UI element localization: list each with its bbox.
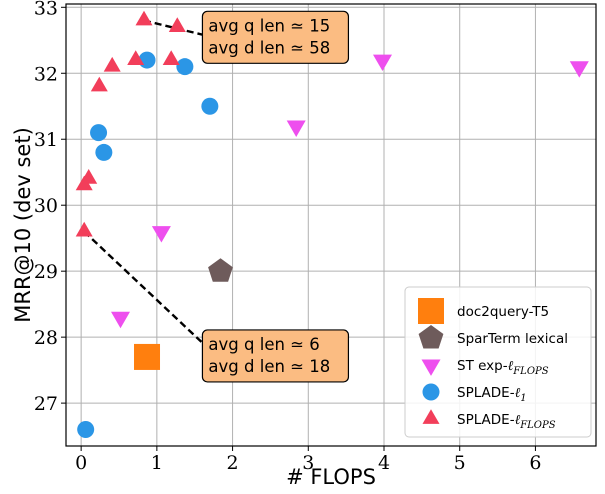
x-tick-label: 1 (151, 452, 163, 474)
y-tick-label: 32 (34, 63, 58, 85)
data-point (373, 54, 392, 71)
annotation-boxes: avg q len ≃ 15 avg d len ≃ 58 avg q len ≃ … (201, 10, 350, 383)
data-point (90, 76, 108, 92)
legend-box (404, 286, 592, 438)
data-point (134, 343, 161, 370)
y-tick-label: 31 (34, 129, 58, 151)
data-point (176, 58, 194, 76)
data-point (135, 10, 153, 26)
y-tick-label: 27 (34, 393, 58, 415)
data-point (95, 143, 113, 161)
data-point (151, 226, 171, 243)
annotation-box (201, 10, 350, 64)
data-point (77, 421, 95, 439)
data-point (201, 97, 219, 115)
x-tick-label: 2 (227, 452, 239, 474)
data-point (90, 124, 108, 142)
x-axis-ticks: 0 1 2 3 4 5 6 (75, 446, 541, 474)
data-point (208, 258, 233, 282)
y-tick-label: 30 (34, 195, 58, 217)
y-tick-label: 29 (34, 261, 58, 283)
annotation-text: avg q len ≃ 6 (208, 335, 319, 354)
legend-marker (418, 298, 444, 324)
y-tick-label: 28 (34, 327, 58, 349)
data-point (127, 50, 145, 65)
data-point (168, 17, 186, 32)
legend-label: SPLADE-ℓ1 (457, 385, 527, 404)
data-point (75, 221, 93, 237)
legend-label: SparTerm lexical (457, 331, 568, 347)
data-point (111, 311, 130, 329)
data-point (103, 56, 121, 72)
legend-marker (421, 359, 441, 376)
y-tick-label: 33 (34, 0, 58, 19)
legend-label: doc2query-T5 (457, 304, 549, 320)
x-tick-label: 6 (529, 452, 541, 474)
data-point (569, 61, 589, 78)
x-axis-label: # FLOPS (286, 465, 376, 489)
x-tick-label: 3 (302, 452, 314, 474)
y-axis-ticks: 27 28 29 30 31 32 33 (34, 0, 66, 415)
plot-frame (65, 3, 597, 447)
legend-marker (422, 409, 440, 424)
data-point (162, 50, 180, 65)
legend-marker (422, 383, 440, 401)
annotation-text: avg d len ≃ 58 (208, 38, 330, 57)
annotation-box (201, 329, 350, 383)
y-axis-label: MRR@10 (dev set) (11, 127, 35, 323)
annotation-text: avg d len ≃ 18 (208, 357, 330, 376)
x-tick-label: 4 (378, 452, 390, 474)
data-point (80, 169, 98, 184)
grid-lines (66, 4, 596, 446)
annotation-connector (83, 230, 219, 358)
x-tick-label: 0 (75, 452, 87, 474)
x-tick-label: 5 (454, 452, 466, 474)
data-points (75, 10, 589, 439)
annotation-text: avg q len ≃ 15 (208, 16, 330, 35)
legend-marker (418, 325, 444, 349)
data-point (286, 120, 306, 137)
